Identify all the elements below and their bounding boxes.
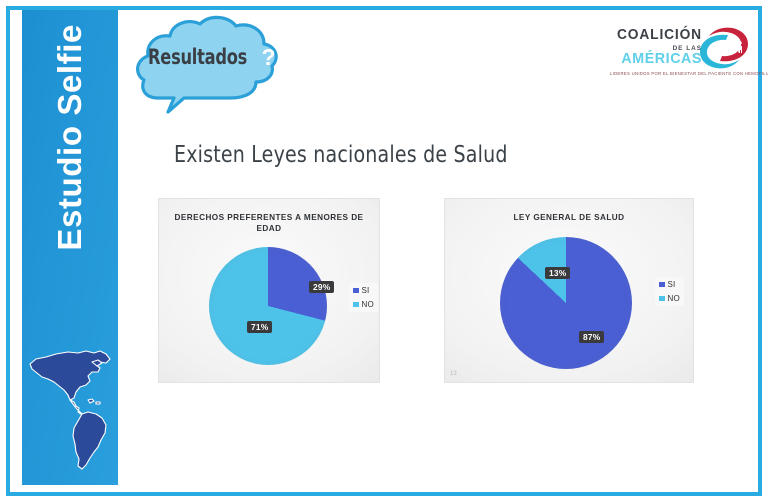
legend-swatch-no: [659, 295, 665, 302]
coalicion-swoosh-logo-icon: [700, 27, 748, 69]
pie-slice-label-no: 71%: [247, 321, 273, 334]
left-sidebar: Estudio Selfie: [22, 10, 118, 485]
legend-swatch-no: [353, 301, 359, 308]
chart-title: LEY GENERAL DE SALUD: [513, 213, 625, 222]
legend-item-si[interactable]: SI: [659, 280, 680, 289]
cloud-callout-icon: [136, 15, 278, 114]
logo-line-coalicion: COALICIÓN: [617, 27, 702, 43]
legend-label-si: SI: [361, 286, 370, 295]
logo-wordmark: COALICIÓN DE LAS AMÉRICAS: [598, 28, 702, 66]
pie-slice-label-si: 29%: [309, 281, 335, 294]
legend-label-no: NO: [667, 294, 680, 303]
legend-label-si: SI: [667, 280, 676, 289]
logo-line-de-las: DE LAS: [672, 44, 702, 52]
chart-legend: SI NO: [655, 277, 684, 306]
legend-item-no[interactable]: NO: [353, 300, 374, 309]
legend-swatch-si: [353, 287, 359, 294]
pie-chart-derechos-preferentes: [209, 247, 327, 365]
chart-legend: SI NO: [349, 283, 378, 312]
pie-chart-ley-general-de-salud: [500, 237, 632, 369]
legend-item-no[interactable]: NO: [659, 294, 680, 303]
resultados-cloud-callout: Resultados ?: [118, 14, 298, 114]
logo-line-americas: AMÉRICAS: [621, 49, 702, 67]
chart-title: DERECHOS PREFERENTES A MENORES DE EDAD: [174, 213, 364, 234]
legend-item-si[interactable]: SI: [353, 286, 374, 295]
logo-tagline: LÍDERES UNIDOS POR EL BIENESTAR DEL PACI…: [609, 71, 768, 77]
pie-slice-label-si: 87%: [579, 331, 605, 344]
slide-page-number: 13: [450, 371, 457, 377]
legend-swatch-si: [659, 281, 665, 288]
legend-label-no: NO: [361, 300, 374, 309]
chart-card-derechos-preferentes: DERECHOS PREFERENTES A MENORES DE EDAD 2…: [158, 198, 380, 383]
coalicion-logo: COALICIÓN DE LAS AMÉRICAS LÍDERES UNIDOS…: [598, 24, 768, 80]
americas-map-icon: [29, 350, 111, 470]
page-title: Existen Leyes nacionales de Salud: [174, 142, 508, 168]
pie-slice-label-no: 13%: [545, 267, 571, 280]
chart-card-ley-general-de-salud: LEY GENERAL DE SALUD 13% 87% SI NO 13: [444, 198, 694, 383]
